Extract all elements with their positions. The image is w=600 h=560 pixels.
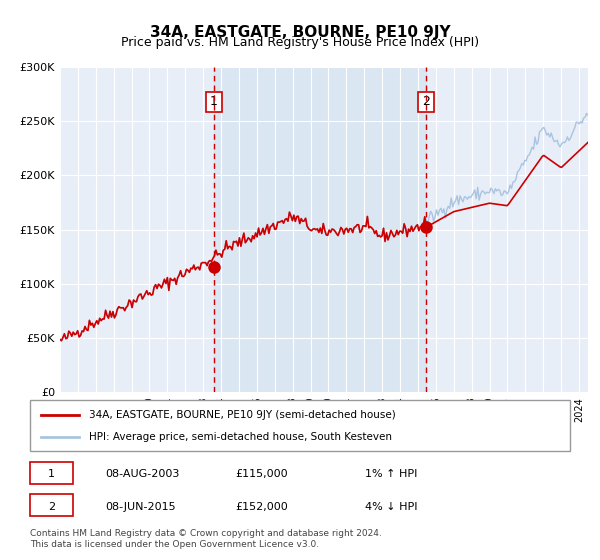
- FancyBboxPatch shape: [30, 494, 73, 516]
- Bar: [214, 67, 426, 392]
- Text: 1: 1: [210, 95, 218, 108]
- Text: 2: 2: [422, 95, 430, 108]
- FancyBboxPatch shape: [30, 461, 73, 484]
- Text: 08-JUN-2015: 08-JUN-2015: [106, 502, 176, 512]
- Text: 34A, EASTGATE, BOURNE, PE10 9JY (semi-detached house): 34A, EASTGATE, BOURNE, PE10 9JY (semi-de…: [89, 409, 396, 419]
- Text: 34A, EASTGATE, BOURNE, PE10 9JY: 34A, EASTGATE, BOURNE, PE10 9JY: [149, 25, 451, 40]
- Text: 1% ↑ HPI: 1% ↑ HPI: [365, 469, 417, 479]
- FancyBboxPatch shape: [30, 400, 570, 451]
- Text: Contains HM Land Registry data © Crown copyright and database right 2024.
This d: Contains HM Land Registry data © Crown c…: [30, 529, 382, 549]
- Text: 4% ↓ HPI: 4% ↓ HPI: [365, 502, 418, 512]
- Text: 2: 2: [48, 502, 55, 512]
- Text: £115,000: £115,000: [235, 469, 288, 479]
- Text: £152,000: £152,000: [235, 502, 288, 512]
- Text: HPI: Average price, semi-detached house, South Kesteven: HPI: Average price, semi-detached house,…: [89, 432, 392, 442]
- Text: 1: 1: [48, 469, 55, 479]
- Text: Price paid vs. HM Land Registry's House Price Index (HPI): Price paid vs. HM Land Registry's House …: [121, 36, 479, 49]
- Text: 08-AUG-2003: 08-AUG-2003: [106, 469, 180, 479]
